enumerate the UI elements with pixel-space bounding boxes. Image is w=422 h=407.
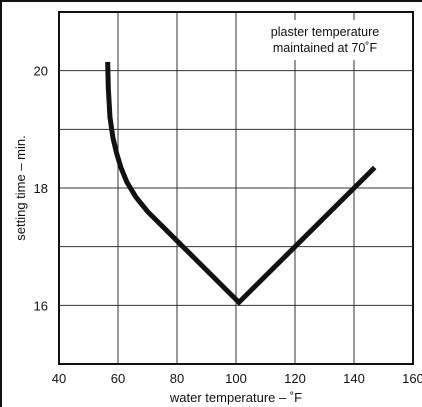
y-axis-label: setting time – min.: [13, 135, 28, 241]
y-tick-labels: 16 18 20: [34, 64, 48, 314]
x-tick-label: 40: [52, 371, 66, 386]
y-tick-label: 20: [34, 64, 48, 79]
annotation-background: [240, 20, 410, 60]
x-tick-label: 100: [225, 371, 247, 386]
plot-border: [58, 11, 414, 365]
series-layer: [105, 61, 377, 306]
x-tick-label: 60: [111, 371, 125, 386]
grid: [59, 12, 413, 364]
annotation-line-1: plaster temperature: [271, 25, 379, 39]
annotation-line-2: maintained at 70˚F: [273, 41, 378, 55]
x-tick-label: 160: [402, 371, 422, 386]
x-tick-label: 140: [343, 371, 365, 386]
x-tick-label: 120: [284, 371, 306, 386]
series-line: [105, 61, 377, 306]
x-tick-label: 80: [170, 371, 184, 386]
x-tick-labels: 40 60 80 100 120 140 160: [52, 371, 422, 386]
y-tick-label: 18: [34, 181, 48, 196]
y-tick-label: 16: [34, 298, 48, 313]
x-axis-label: water temperature – ˚F: [169, 390, 302, 405]
